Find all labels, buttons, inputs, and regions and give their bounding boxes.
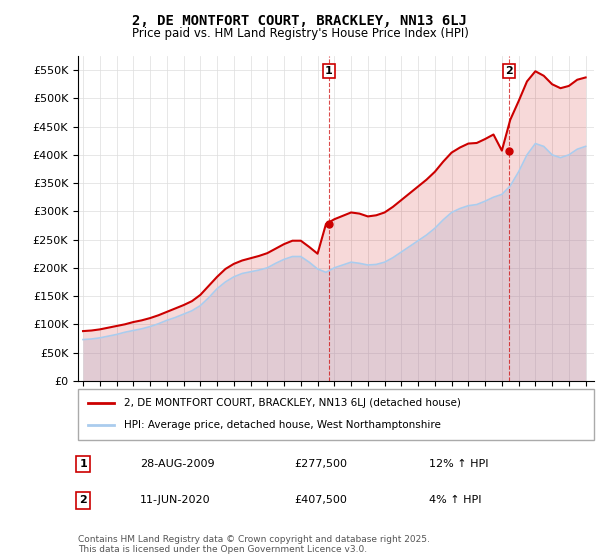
Text: 1: 1 — [325, 66, 332, 76]
Text: 11-JUN-2020: 11-JUN-2020 — [140, 496, 211, 506]
Text: 2: 2 — [79, 496, 87, 506]
Text: Price paid vs. HM Land Registry's House Price Index (HPI): Price paid vs. HM Land Registry's House … — [131, 27, 469, 40]
Text: 2, DE MONTFORT COURT, BRACKLEY, NN13 6LJ: 2, DE MONTFORT COURT, BRACKLEY, NN13 6LJ — [133, 14, 467, 28]
Text: 2, DE MONTFORT COURT, BRACKLEY, NN13 6LJ (detached house): 2, DE MONTFORT COURT, BRACKLEY, NN13 6LJ… — [124, 398, 461, 408]
FancyBboxPatch shape — [78, 389, 594, 440]
Text: Contains HM Land Registry data © Crown copyright and database right 2025.
This d: Contains HM Land Registry data © Crown c… — [78, 535, 430, 554]
Text: 2: 2 — [505, 66, 513, 76]
Text: 1: 1 — [79, 459, 87, 469]
Text: 12% ↑ HPI: 12% ↑ HPI — [429, 459, 488, 469]
Text: HPI: Average price, detached house, West Northamptonshire: HPI: Average price, detached house, West… — [124, 421, 442, 431]
Text: £407,500: £407,500 — [295, 496, 347, 506]
Text: 4% ↑ HPI: 4% ↑ HPI — [429, 496, 481, 506]
Text: 28-AUG-2009: 28-AUG-2009 — [140, 459, 215, 469]
Text: £277,500: £277,500 — [295, 459, 348, 469]
